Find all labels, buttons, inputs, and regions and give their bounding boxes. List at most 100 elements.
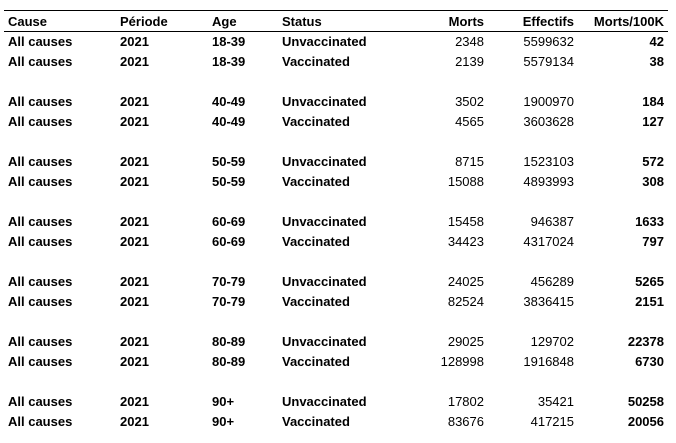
table-row: All causes 2021 60-69 Vaccinated 34423 431702…	[4, 232, 668, 252]
empty-cell	[116, 132, 208, 152]
cell-rate: 42	[649, 34, 664, 49]
spacer-row	[4, 312, 668, 332]
cell-morts: 2348	[455, 34, 484, 49]
cell-cause: All causes	[8, 154, 73, 169]
cell-periode: 2021	[120, 334, 149, 349]
mortality-table: Cause Période Age Status Morts Effectifs…	[4, 10, 668, 432]
cell-cause: All causes	[8, 394, 73, 409]
cell-rate: 38	[649, 54, 664, 69]
cell-morts: 15458	[447, 214, 484, 229]
cell-morts: 34423	[447, 234, 484, 249]
spacer-row	[4, 372, 668, 392]
cell-age: 50-59	[212, 174, 246, 189]
empty-cell	[578, 252, 668, 272]
empty-cell	[208, 372, 278, 392]
cell-status: Vaccinated	[282, 54, 350, 69]
cell-age: 70-79	[212, 294, 246, 309]
cell-effectifs: 5579134	[523, 54, 574, 69]
cell-effectifs: 1523103	[523, 154, 574, 169]
empty-cell	[208, 252, 278, 272]
cell-effectifs: 4317024	[523, 234, 574, 249]
cell-effectifs: 417215	[530, 414, 574, 429]
cell-periode: 2021	[120, 154, 149, 169]
cell-effectifs: 3603628	[523, 114, 574, 129]
header-age: Age	[208, 10, 278, 32]
cell-effectifs: 129702	[530, 334, 574, 349]
empty-cell	[208, 312, 278, 332]
empty-cell	[578, 312, 668, 332]
empty-cell	[278, 192, 410, 212]
empty-cell	[4, 252, 116, 272]
cell-age: 90+	[212, 414, 235, 429]
cell-rate: 127	[642, 114, 664, 129]
cell-status: Unvaccinated	[282, 334, 367, 349]
cell-morts: 3502	[455, 94, 484, 109]
cell-rate: 184	[642, 94, 664, 109]
cell-age: 60-69	[212, 214, 246, 229]
cell-cause: All causes	[8, 54, 73, 69]
empty-cell	[4, 192, 116, 212]
empty-cell	[578, 72, 668, 92]
header-cause: Cause	[4, 10, 116, 32]
spacer-row	[4, 192, 668, 212]
cell-age: 80-89	[212, 354, 246, 369]
cell-age: 70-79	[212, 274, 246, 289]
empty-cell	[488, 312, 578, 332]
cell-age: 40-49	[212, 94, 246, 109]
cell-effectifs: 5599632	[523, 34, 574, 49]
table-row: All causes 2021 90+ Vaccinated 83676 417215 20…	[4, 412, 668, 432]
cell-effectifs: 1900970	[523, 94, 574, 109]
empty-cell	[410, 372, 488, 392]
cell-status: Unvaccinated	[282, 94, 367, 109]
empty-cell	[116, 192, 208, 212]
cell-status: Vaccinated	[282, 174, 350, 189]
cell-status: Unvaccinated	[282, 394, 367, 409]
table-row: All causes 2021 18-39 Vaccinated 2139 5579134…	[4, 52, 668, 72]
cell-cause: All causes	[8, 234, 73, 249]
table-row: All causes 2021 80-89 Unvaccinated 29025 1297…	[4, 332, 668, 352]
table-row: All causes 2021 80-89 Vaccinated 128998 19168…	[4, 352, 668, 372]
cell-periode: 2021	[120, 394, 149, 409]
cell-age: 90+	[212, 394, 235, 409]
cell-periode: 2021	[120, 294, 149, 309]
empty-cell	[488, 192, 578, 212]
cell-cause: All causes	[8, 414, 73, 429]
cell-status: Vaccinated	[282, 294, 350, 309]
header-effectifs: Effectifs	[488, 10, 578, 32]
cell-cause: All causes	[8, 34, 73, 49]
cell-rate: 22378	[627, 334, 664, 349]
table-row: All causes 2021 60-69 Unvaccinated 15458 9463…	[4, 212, 668, 232]
empty-cell	[410, 132, 488, 152]
empty-cell	[116, 252, 208, 272]
empty-cell	[488, 252, 578, 272]
empty-cell	[578, 132, 668, 152]
cell-rate: 308	[642, 174, 664, 189]
cell-effectifs: 1916848	[523, 354, 574, 369]
empty-cell	[278, 132, 410, 152]
empty-cell	[4, 372, 116, 392]
cell-effectifs: 946387	[530, 214, 574, 229]
cell-rate: 20056	[627, 414, 664, 429]
table-row: All causes 2021 40-49 Unvaccinated 3502 19009…	[4, 92, 668, 112]
cell-rate: 572	[642, 154, 664, 169]
cell-morts: 15088	[447, 174, 484, 189]
empty-cell	[410, 312, 488, 332]
cell-rate: 1633	[635, 214, 664, 229]
cell-rate: 5265	[635, 274, 664, 289]
empty-cell	[278, 312, 410, 332]
cell-periode: 2021	[120, 414, 149, 429]
empty-cell	[410, 252, 488, 272]
empty-cell	[410, 192, 488, 212]
empty-cell	[278, 372, 410, 392]
cell-periode: 2021	[120, 94, 149, 109]
cell-status: Unvaccinated	[282, 154, 367, 169]
cell-status: Unvaccinated	[282, 274, 367, 289]
cell-periode: 2021	[120, 354, 149, 369]
empty-cell	[578, 372, 668, 392]
empty-cell	[116, 312, 208, 332]
cell-rate: 6730	[635, 354, 664, 369]
cell-rate: 2151	[635, 294, 664, 309]
cell-periode: 2021	[120, 54, 149, 69]
cell-morts: 29025	[447, 334, 484, 349]
